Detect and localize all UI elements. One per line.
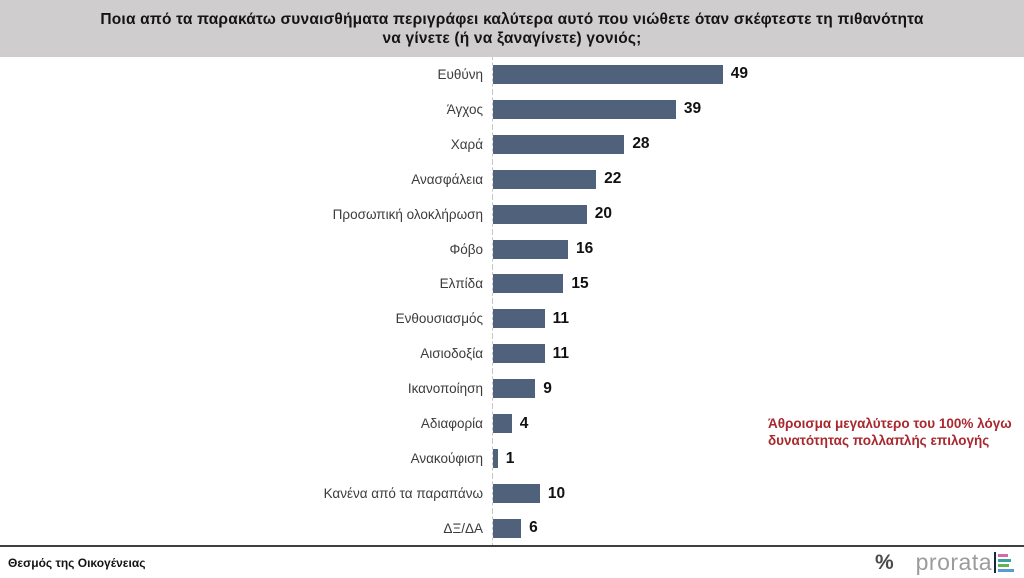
bar [493,414,512,434]
bar [493,484,540,504]
value-label: 11 [552,309,569,327]
prorata-bars-icon-bars [998,553,1014,572]
category-label: Ελπίδα [439,276,483,292]
prorata-bar [998,553,1008,557]
bar-row: Κανένα από τα παραπάνω 10 [0,476,1024,511]
bar-row: Αισιοδοξία 11 [0,336,1024,372]
bar [493,344,545,364]
category-label: Ανασφάλεια [411,171,483,187]
category-label: Προσωπική ολοκλήρωση [332,206,483,222]
bar-area: 15 [492,266,1024,302]
category-label: Αισιοδοξία [420,346,483,362]
bar [493,309,545,329]
bar [493,169,597,189]
prorata-bars-icon [994,552,1014,573]
bar-row: Προσωπική ολοκλήρωση 20 [0,196,1024,232]
value-label: 11 [552,344,569,362]
bar [493,379,536,399]
bar-row: Ευθύνη 49 [0,57,1024,92]
value-label: 6 [529,519,538,537]
category-label: Κανένα από τα παραπάνω [323,486,483,502]
survey-topic: Θεσμός της Οικογένειας [8,555,146,570]
category-label: Αδιαφορία [420,416,483,432]
footer: Θεσμός της Οικογένειας % prorata [0,547,1024,578]
bar [493,449,498,469]
bar-area: 11 [492,301,1024,337]
bar [493,518,522,538]
value-label: 49 [730,65,749,83]
question-title-line-2: να γίνετε (ή να ξαναγίνετε) γονιός; [382,29,642,47]
bar-area: 28 [492,126,1024,162]
bar-row: Ενθουσιασμός 11 [0,301,1024,337]
category-label: ΔΞ/ΔΑ [443,520,483,536]
bar [493,64,723,84]
multi-select-note-line-2: δυνατότητας πολλαπλής επιλογής [768,433,990,448]
prorata-bar [998,568,1014,572]
bar [493,274,564,294]
bar-area: 1 [492,441,1024,477]
prorata-logo: % prorata [875,551,1014,575]
prorata-wordmark: prorata [915,549,992,575]
bar-area: 10 [492,476,1024,511]
bar-area: 4 [492,406,1024,442]
bar-area: 16 [492,231,1024,267]
bar-row: Φόβο 16 [0,231,1024,267]
value-label: 9 [543,379,552,397]
percent-icon: % [874,550,894,574]
value-label: 22 [604,170,622,188]
value-label: 28 [632,135,650,153]
category-label: Ενθουσιασμός [395,311,483,327]
value-label: 20 [594,205,613,223]
bar-row: Αδιαφορία 4 [0,406,1024,442]
bar [493,134,625,154]
value-label: 15 [571,274,589,292]
value-label: 10 [547,484,566,502]
multi-select-note-line-1: Άθροισμα μεγαλύτερο του 100% λόγω [768,416,1012,431]
bar-area: 22 [492,161,1024,197]
bar [493,239,569,259]
prorata-bar [998,558,1011,562]
bar-area: 9 [492,371,1024,407]
category-label: Φόβο [449,241,483,257]
bar-area: 39 [492,91,1024,127]
question-title-line-1: Ποια από τα παρακάτω συναισθήματα περιγρ… [100,10,924,28]
prorata-bar [998,563,1009,567]
bar [493,204,587,224]
bar-chart: Ευθύνη 49 Άγχος 39 Χαρά 28 Ανασφάλεια 22 Προσωπι… [0,57,1024,546]
value-label: 1 [505,449,515,467]
bar-area: 11 [492,336,1024,372]
value-label: 16 [576,240,594,258]
category-label: Άγχος [446,101,483,117]
multi-select-note: Άθροισμα μεγαλύτερο του 100% λόγω δυνατό… [768,415,1018,449]
bar-row: Ανακούφιση 1 [0,441,1024,477]
bar-area: 6 [492,510,1024,546]
bar-row: Ελπίδα 15 [0,266,1024,302]
value-label: 39 [683,100,702,118]
bar-row: Άγχος 39 [0,91,1024,127]
category-label: Ευθύνη [437,66,483,82]
bar-area: 49 [492,57,1024,92]
bar-row: Ανασφάλεια 22 [0,161,1024,197]
category-label: Ανακούφιση [410,451,483,467]
category-label: Χαρά [450,136,483,152]
bar-area: 20 [492,196,1024,232]
category-label: Ικανοποίηση [407,381,483,397]
footer-divider [0,545,1024,547]
bar-row: Ικανοποίηση 9 [0,371,1024,407]
bar-row: Χαρά 28 [0,126,1024,162]
value-label: 4 [519,414,529,432]
bar [493,99,676,119]
bar-row: ΔΞ/ΔΑ 6 [0,510,1024,546]
question-title-banner: Ποια από τα παρακάτω συναισθήματα περιγρ… [0,0,1024,57]
